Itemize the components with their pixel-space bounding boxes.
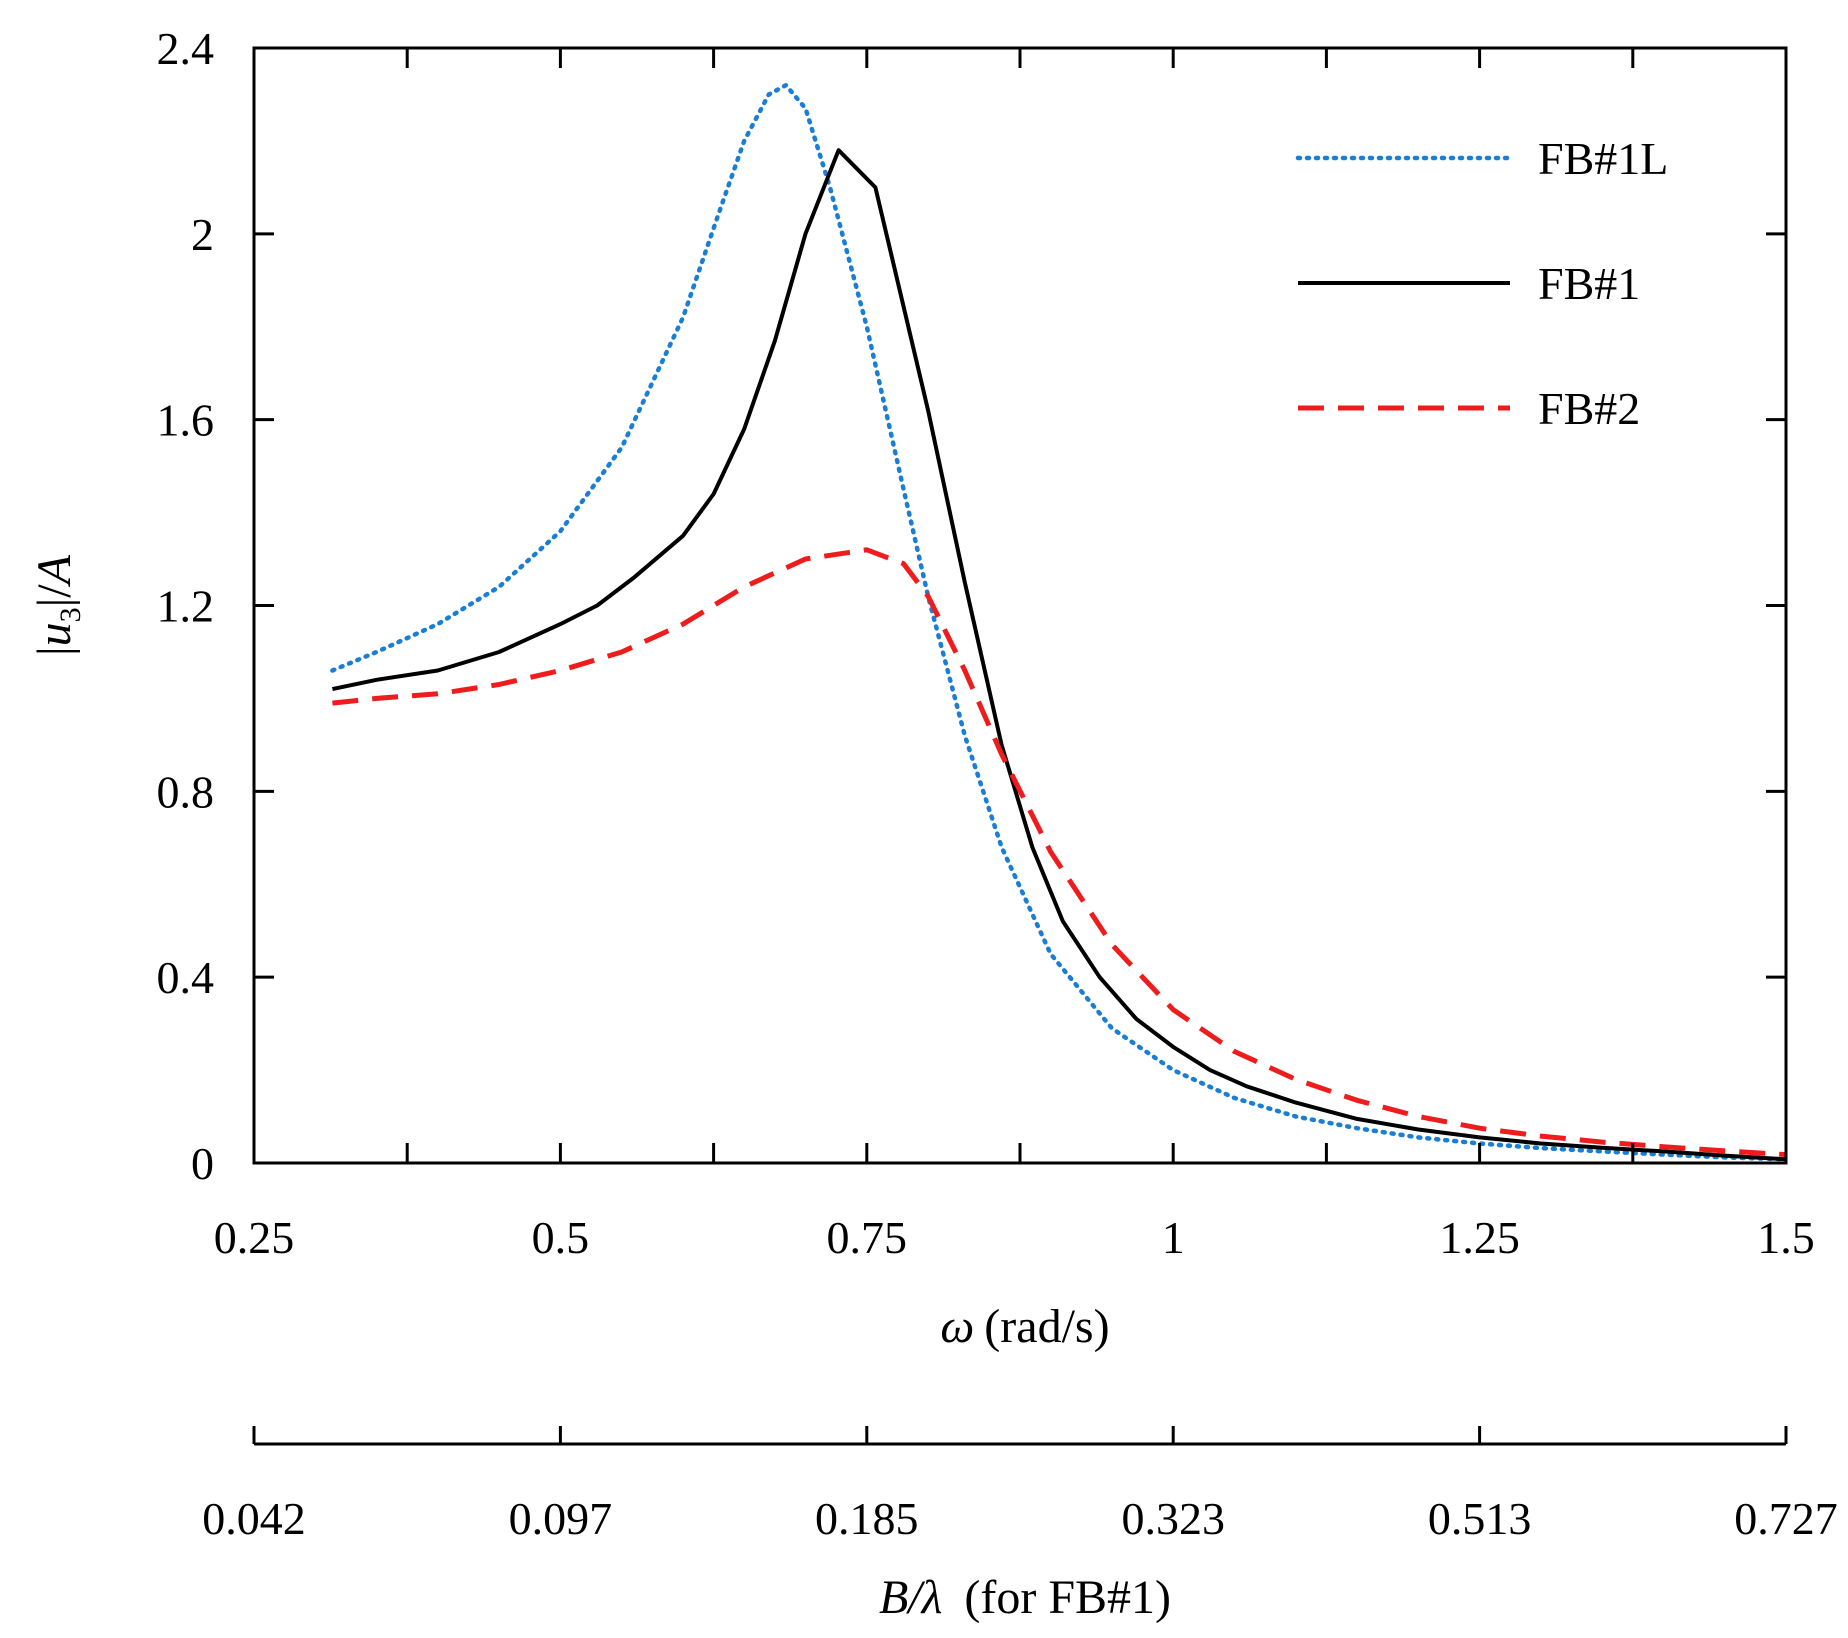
- x-axis-ticks: 0.25 0.5 0.75 1 1.25 1.5: [214, 48, 1815, 1263]
- y-axis-ticks: 0 0.4 0.8 1.2 1.6 2 2.4: [157, 23, 1786, 1189]
- legend-label: FB#1L: [1538, 133, 1668, 184]
- secondary-axis: 0.042 0.097 0.185 0.323 0.513 0.727: [202, 1426, 1838, 1544]
- y-tick-label: 0.4: [157, 952, 215, 1003]
- y-axis-symbol: u: [28, 622, 81, 646]
- x-tick-label: 1.25: [1439, 1212, 1520, 1263]
- x-axis-title: ω (rad/s): [940, 1300, 1109, 1353]
- x-tick-label: 0.5: [532, 1212, 590, 1263]
- x-tick-label: 0.75: [827, 1212, 908, 1263]
- x-tick-label: 1.5: [1757, 1212, 1815, 1263]
- x-tick-label: 1: [1162, 1212, 1185, 1263]
- secondary-axis-title: B/λ (for FB#1): [879, 1571, 1171, 1624]
- y-axis-denominator: A: [28, 554, 81, 587]
- y-tick-label: 1.6: [157, 395, 215, 446]
- x-axis-unit: (rad/s): [984, 1300, 1109, 1353]
- x-tick-label: 0.25: [214, 1212, 295, 1263]
- y-axis-suffix: |/: [28, 584, 81, 608]
- y-axis-prefix: |: [28, 646, 81, 656]
- series-line-fb-1: [331, 148, 1787, 1162]
- secondary-axis-tick-label: 0.727: [1734, 1493, 1838, 1544]
- secondary-axis-tick-label: 0.513: [1428, 1493, 1532, 1544]
- y-tick-label: 2.4: [157, 23, 215, 74]
- secondary-axis-symbol: B/λ: [879, 1571, 942, 1624]
- secondary-axis-tick-label: 0.097: [509, 1493, 613, 1544]
- y-tick-label: 0: [191, 1138, 214, 1189]
- secondary-axis-tick-label: 0.323: [1121, 1493, 1225, 1544]
- legend: FB#1L FB#1 FB#2: [1295, 133, 1668, 434]
- secondary-axis-note: (for FB#1): [964, 1571, 1171, 1624]
- legend-label: FB#2: [1538, 383, 1640, 434]
- y-axis-title: |u3|/A: [28, 554, 87, 656]
- x-axis-symbol: ω: [940, 1300, 974, 1353]
- secondary-axis-tick-label: 0.042: [202, 1493, 306, 1544]
- secondary-axis-tick-label: 0.185: [815, 1493, 919, 1544]
- y-tick-label: 0.8: [157, 766, 215, 817]
- y-tick-label: 1.2: [157, 581, 215, 632]
- legend-label: FB#1: [1538, 258, 1640, 309]
- y-axis-subscript: 3: [54, 607, 87, 622]
- series-line-fb-2: [332, 547, 1787, 1158]
- y-tick-label: 2: [191, 209, 214, 260]
